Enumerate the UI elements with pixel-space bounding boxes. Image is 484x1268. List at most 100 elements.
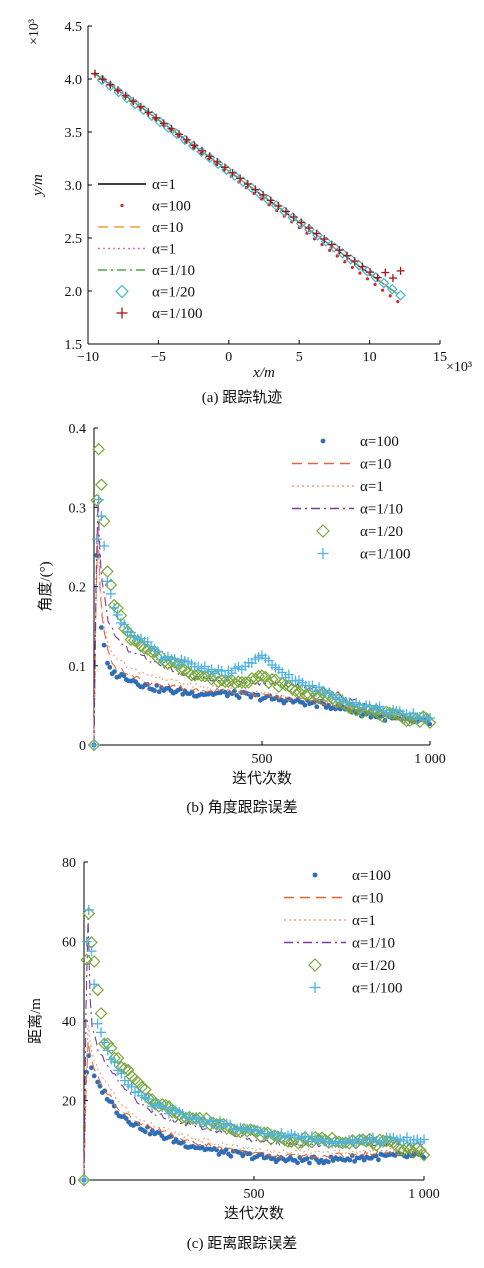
data-point	[320, 243, 324, 247]
data-point	[112, 609, 123, 620]
data-point	[95, 1079, 100, 1085]
data-point	[101, 642, 107, 648]
data-point	[259, 197, 264, 201]
chart-panel-a: −10 −5 0 5 10 15 1.5 2.0 2.5 3.0 3.5 4.0 4.5 x/m y/m ×1…	[27, 19, 472, 406]
data-point	[79, 1175, 89, 1185]
data-point	[91, 1073, 97, 1079]
data-point	[105, 660, 110, 666]
series-1	[83, 1041, 423, 1181]
data-point	[215, 1116, 225, 1127]
data-point	[144, 108, 153, 117]
data-point	[425, 713, 435, 724]
data-point	[279, 206, 290, 217]
data-point	[96, 74, 108, 86]
legend-swatch	[115, 284, 129, 299]
data-point	[123, 1116, 129, 1121]
data-point	[92, 1018, 103, 1029]
legend-label: α=1/20	[360, 524, 403, 540]
data-point	[236, 174, 245, 183]
data-point	[190, 141, 199, 150]
data-point	[419, 1134, 429, 1145]
y-tick-label: 2.0	[65, 285, 83, 300]
data-point	[228, 1153, 234, 1159]
y-tick-label: 0.3	[69, 501, 87, 516]
data-point	[89, 1065, 94, 1071]
data-point	[397, 1143, 410, 1157]
data-point	[187, 140, 199, 152]
data-point	[358, 262, 367, 271]
data-point	[152, 113, 161, 122]
data-point	[347, 1157, 353, 1163]
y-exponent-label: ×10³	[27, 19, 42, 45]
y-tick-label: 3.5	[65, 126, 83, 141]
x-tick-label: −5	[151, 350, 166, 365]
plot-area	[91, 69, 406, 304]
data-point	[102, 576, 113, 587]
data-point	[106, 80, 115, 89]
data-point	[109, 1099, 115, 1105]
y-axis-label: y/m	[30, 174, 46, 198]
y-tick-label: 60	[62, 936, 76, 951]
data-point	[328, 248, 332, 252]
data-point	[272, 680, 286, 693]
series-5	[89, 494, 435, 750]
data-point	[252, 191, 256, 195]
x-exponent-label: ×10³	[446, 360, 472, 375]
data-point	[102, 1045, 113, 1056]
data-point	[111, 1051, 125, 1065]
data-point	[126, 1081, 137, 1092]
legend-swatch	[312, 872, 318, 878]
y-tick-label: 0.1	[69, 660, 87, 675]
data-point	[381, 288, 385, 292]
data-point	[185, 668, 198, 682]
data-point	[248, 672, 262, 686]
y-tick-label: 40	[62, 1015, 76, 1030]
legend-label: α=1/10	[152, 263, 195, 279]
panel-caption: (c) 距离跟踪误差	[187, 1235, 297, 1252]
legend-swatch	[309, 982, 321, 993]
legend-label: α=1/100	[352, 981, 403, 997]
data-point	[335, 246, 344, 255]
data-point	[92, 442, 106, 456]
data-point	[297, 218, 306, 227]
legend-label: α=1/20	[152, 285, 195, 301]
legend: α=100 α=10 α=1 α=1/10 α=1/20 α=1/100	[292, 434, 411, 563]
data-point	[407, 1146, 421, 1159]
data-point	[343, 260, 347, 264]
data-point	[173, 659, 183, 670]
legend-swatch	[316, 524, 330, 538]
legend: α=100 α=10 α=1 α=1/10 α=1/20 α=1/100	[284, 868, 403, 997]
data-point	[289, 213, 298, 222]
data-point	[236, 695, 242, 700]
data-point	[142, 1129, 148, 1135]
data-point	[189, 689, 195, 695]
data-point	[83, 904, 94, 915]
data-point	[247, 1151, 253, 1157]
data-point	[178, 663, 192, 677]
data-point	[396, 300, 400, 304]
data-point	[222, 689, 228, 695]
data-point	[327, 240, 336, 249]
series-2	[93, 518, 429, 746]
data-point	[402, 1132, 412, 1143]
y-tick-label: 4.0	[65, 73, 83, 88]
data-point	[358, 271, 362, 275]
data-point	[156, 689, 162, 695]
data-point	[312, 229, 321, 238]
data-point	[228, 677, 242, 690]
series-5	[79, 904, 429, 1185]
legend-label: α=100	[360, 434, 399, 450]
data-point	[242, 675, 255, 689]
legend-label: α=10	[152, 220, 183, 236]
data-point	[381, 268, 390, 277]
data-point	[373, 273, 382, 282]
data-point	[314, 704, 320, 710]
data-point	[98, 625, 104, 630]
data-point	[195, 669, 208, 683]
data-point	[370, 271, 382, 283]
data-point	[386, 283, 398, 295]
x-tick-label: 5	[296, 350, 303, 365]
series-line	[83, 1025, 423, 1181]
data-point	[356, 705, 370, 719]
